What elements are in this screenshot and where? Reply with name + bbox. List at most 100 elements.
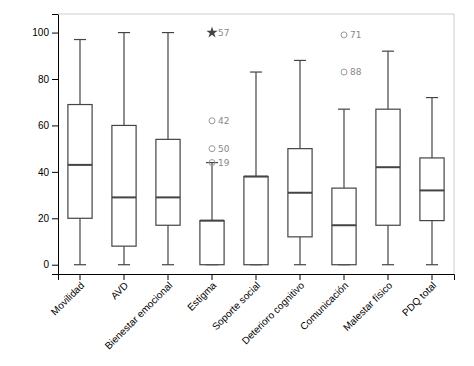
- annotation: 19: [218, 158, 230, 168]
- y-axis-line: [52, 15, 59, 275]
- y-tick-label: 60: [38, 120, 50, 131]
- y-axis: 0 20 40 60 80 100: [32, 15, 58, 275]
- outlier-circle: [209, 160, 215, 166]
- whisker: [123, 246, 124, 265]
- box-group: [376, 51, 400, 265]
- whisker: [167, 225, 168, 264]
- whisker: [387, 51, 388, 109]
- whisker: [255, 72, 256, 176]
- x-tick-label: Movilidad: [49, 280, 87, 318]
- y-tick-label: 100: [32, 27, 49, 38]
- box-group: [420, 98, 444, 265]
- annotations: 574250197188: [218, 28, 362, 168]
- box-group: [200, 163, 224, 265]
- whisker: [123, 33, 124, 126]
- y-tick: 100: [32, 27, 58, 38]
- outlier-circle: [341, 69, 347, 75]
- y-tick: 0: [43, 259, 58, 270]
- box: [200, 221, 224, 265]
- x-tick-label: Deterioro cognitivo: [240, 279, 307, 346]
- frame: [58, 14, 454, 15]
- plot: 0 20 40 60 80 100 Movilidad AVDBienestar emocio…: [32, 14, 454, 352]
- box: [244, 177, 268, 265]
- x-tick-mark: [432, 274, 433, 280]
- box-group: [156, 33, 180, 265]
- whisker: [167, 33, 168, 140]
- y-tick-mark: [52, 79, 58, 80]
- cap: [426, 264, 438, 265]
- y-tick: 80: [38, 74, 58, 85]
- y-tick: 40: [38, 167, 58, 178]
- whisker: [343, 109, 344, 188]
- y-tick-mark: [52, 218, 58, 219]
- x-tick: Movilidad: [49, 274, 87, 317]
- x-tick-label: Bienestar emocional: [103, 280, 175, 352]
- median: [332, 224, 356, 226]
- whisker: [211, 163, 212, 221]
- outlier-circle: [209, 118, 215, 124]
- x-tick: Bienestar emocional: [103, 274, 175, 352]
- x-tick-label: PDQ total: [400, 280, 438, 318]
- cap: [206, 162, 218, 163]
- box: [332, 188, 356, 265]
- box: [156, 139, 180, 225]
- cap: [294, 264, 306, 265]
- y-tick-label: 0: [43, 259, 49, 270]
- box-group: [244, 72, 268, 265]
- median: [288, 192, 312, 194]
- whisker: [299, 237, 300, 265]
- outlier-circle: [209, 146, 215, 152]
- x-tick-label: Malestar físico: [341, 279, 395, 333]
- cap: [250, 71, 262, 72]
- cap: [162, 32, 174, 33]
- x-tick: Malestar físico: [341, 274, 395, 333]
- x-tick-mark: [256, 274, 257, 280]
- annotation: 88: [350, 67, 362, 77]
- y-tick-mark: [52, 172, 58, 173]
- annotation: 50: [218, 144, 230, 154]
- cap: [74, 264, 86, 265]
- box: [420, 158, 444, 221]
- box-group: [68, 40, 92, 265]
- median: [68, 164, 92, 166]
- median: [376, 166, 400, 168]
- whisker: [431, 221, 432, 265]
- median: [244, 176, 268, 178]
- whisker: [79, 40, 80, 105]
- annotation: 71: [350, 30, 361, 40]
- box-group: [288, 60, 312, 264]
- box: [68, 105, 92, 219]
- whisker: [79, 218, 80, 264]
- frame: [454, 14, 455, 274]
- y-tick-label: 80: [38, 74, 50, 85]
- x-tick-mark: [212, 274, 213, 280]
- cap: [382, 51, 394, 52]
- x-tick-mark: [344, 274, 345, 280]
- box-group: [332, 109, 356, 265]
- x-tick-mark: [300, 274, 301, 280]
- y-tick: 20: [38, 213, 58, 224]
- x-axis: MovilidadAVDBienestar emocionalEstigmaSo…: [49, 274, 455, 352]
- cap: [426, 97, 438, 98]
- x-tick-label: AVD: [109, 280, 131, 302]
- y-tick-label: 40: [38, 167, 50, 178]
- x-tick: AVD: [109, 274, 131, 301]
- whisker: [387, 225, 388, 264]
- whisker: [299, 60, 300, 148]
- x-tick: Estigma: [185, 274, 219, 313]
- x-tick-mark: [80, 274, 81, 280]
- cap: [294, 60, 306, 61]
- cap: [338, 109, 350, 110]
- x-tick: PDQ total: [400, 274, 438, 318]
- median: [112, 196, 136, 198]
- chart: 0 20 40 60 80 100 Movilidad AVDBienestar emocio…: [0, 0, 474, 366]
- y-tick-mark: [52, 33, 58, 34]
- x-tick-mark: [124, 274, 125, 280]
- box-group: [112, 33, 136, 265]
- median: [420, 189, 444, 191]
- cap: [382, 264, 394, 265]
- annotation: 57: [218, 28, 229, 38]
- cap: [74, 39, 86, 40]
- y-tick-label: 20: [38, 213, 50, 224]
- box: [376, 109, 400, 225]
